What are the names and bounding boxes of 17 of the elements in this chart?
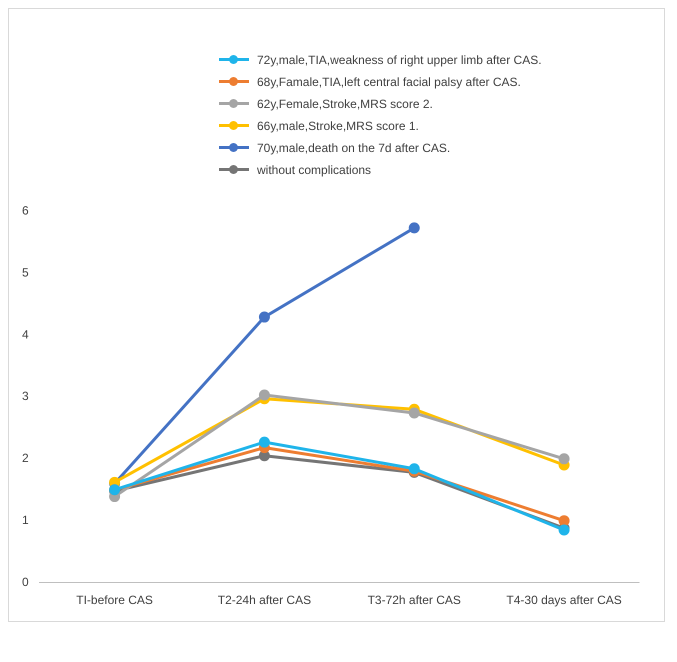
legend-label: 70y,male,death on the 7d after CAS. bbox=[257, 141, 450, 155]
y-tick-label: 3 bbox=[22, 389, 29, 404]
legend-label: 72y,male,TIA,weakness of right upper limb after CAS. bbox=[257, 53, 542, 67]
x-tick-label: T4-30 days after CAS bbox=[506, 593, 622, 608]
y-tick-label: 2 bbox=[22, 451, 29, 466]
x-tick-label: TI-before CAS bbox=[76, 593, 153, 608]
legend-label: 68y,Famale,TIA,left central facial palsy after CAS. bbox=[257, 75, 521, 89]
x-tick-label: T2-24h after CAS bbox=[218, 593, 312, 608]
y-tick-label: 1 bbox=[22, 513, 29, 528]
legend-label: 62y,Female,Stroke,MRS score 2. bbox=[257, 97, 433, 111]
y-tick-label: 0 bbox=[22, 574, 29, 589]
y-tick-label: 6 bbox=[22, 204, 29, 218]
legend-label: without complications bbox=[257, 163, 372, 177]
y-tick-label: 5 bbox=[22, 265, 29, 280]
x-tick-label: T3-72h after CAS bbox=[368, 593, 461, 608]
y-tick-label: 4 bbox=[22, 327, 29, 342]
legend-label: 66y,male,Stroke,MRS score 1. bbox=[257, 119, 419, 133]
